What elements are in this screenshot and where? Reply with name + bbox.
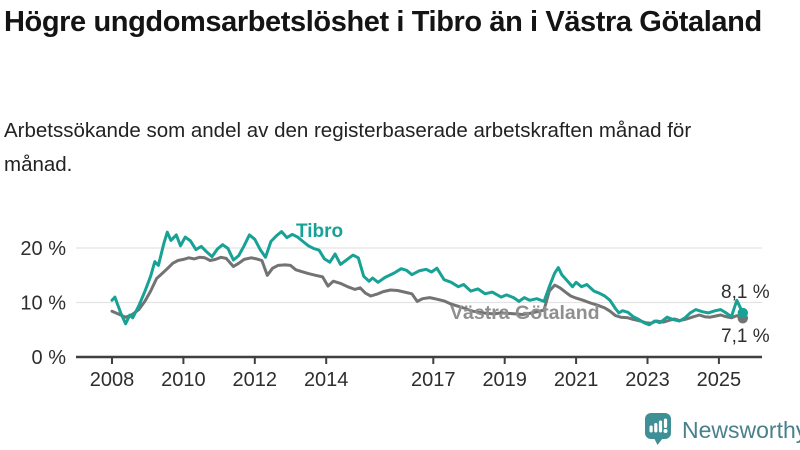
newsworthy-brand-name: Newsworthy xyxy=(682,417,800,443)
x-axis-tick-label: 2025 xyxy=(697,369,742,391)
newsworthy-brand: Newsworthy xyxy=(645,413,800,450)
chart-subtitle: Arbetssökande som andel av den registerb… xyxy=(4,119,692,176)
x-axis-tick-label: 2017 xyxy=(411,369,456,391)
vastra-gotaland-line xyxy=(110,255,745,325)
series-label-vastra-gotaland: Västra Götaland xyxy=(450,302,600,324)
tibro-line xyxy=(110,230,745,327)
y-axis-tick-label: 0 % xyxy=(32,347,67,369)
end-value-label-vastra-gotaland: 7,1 % xyxy=(721,326,770,347)
x-axis-tick-label: 2010 xyxy=(161,369,206,391)
newsworthy-logo-icon xyxy=(645,413,673,450)
page-title: Högre ungdomsarbetslöshet i Tibro än i V… xyxy=(4,6,762,38)
x-axis-tick-label: 2019 xyxy=(482,369,527,391)
x-axis-tick-label: 2023 xyxy=(625,369,670,391)
x-axis-tick-label: 2014 xyxy=(304,369,349,391)
x-axis-tick-label: 2021 xyxy=(554,369,599,391)
x-axis-tick-label: 2008 xyxy=(90,369,135,391)
series-label-tibro: Tibro xyxy=(296,221,344,242)
x-axis-tick-label: 2012 xyxy=(233,369,278,391)
tibro-end-dot xyxy=(737,307,748,319)
y-axis-tick-label: 10 % xyxy=(20,293,66,315)
y-axis-tick-label: 20 % xyxy=(20,238,66,260)
end-value-label-tibro: 8,1 % xyxy=(721,282,770,303)
